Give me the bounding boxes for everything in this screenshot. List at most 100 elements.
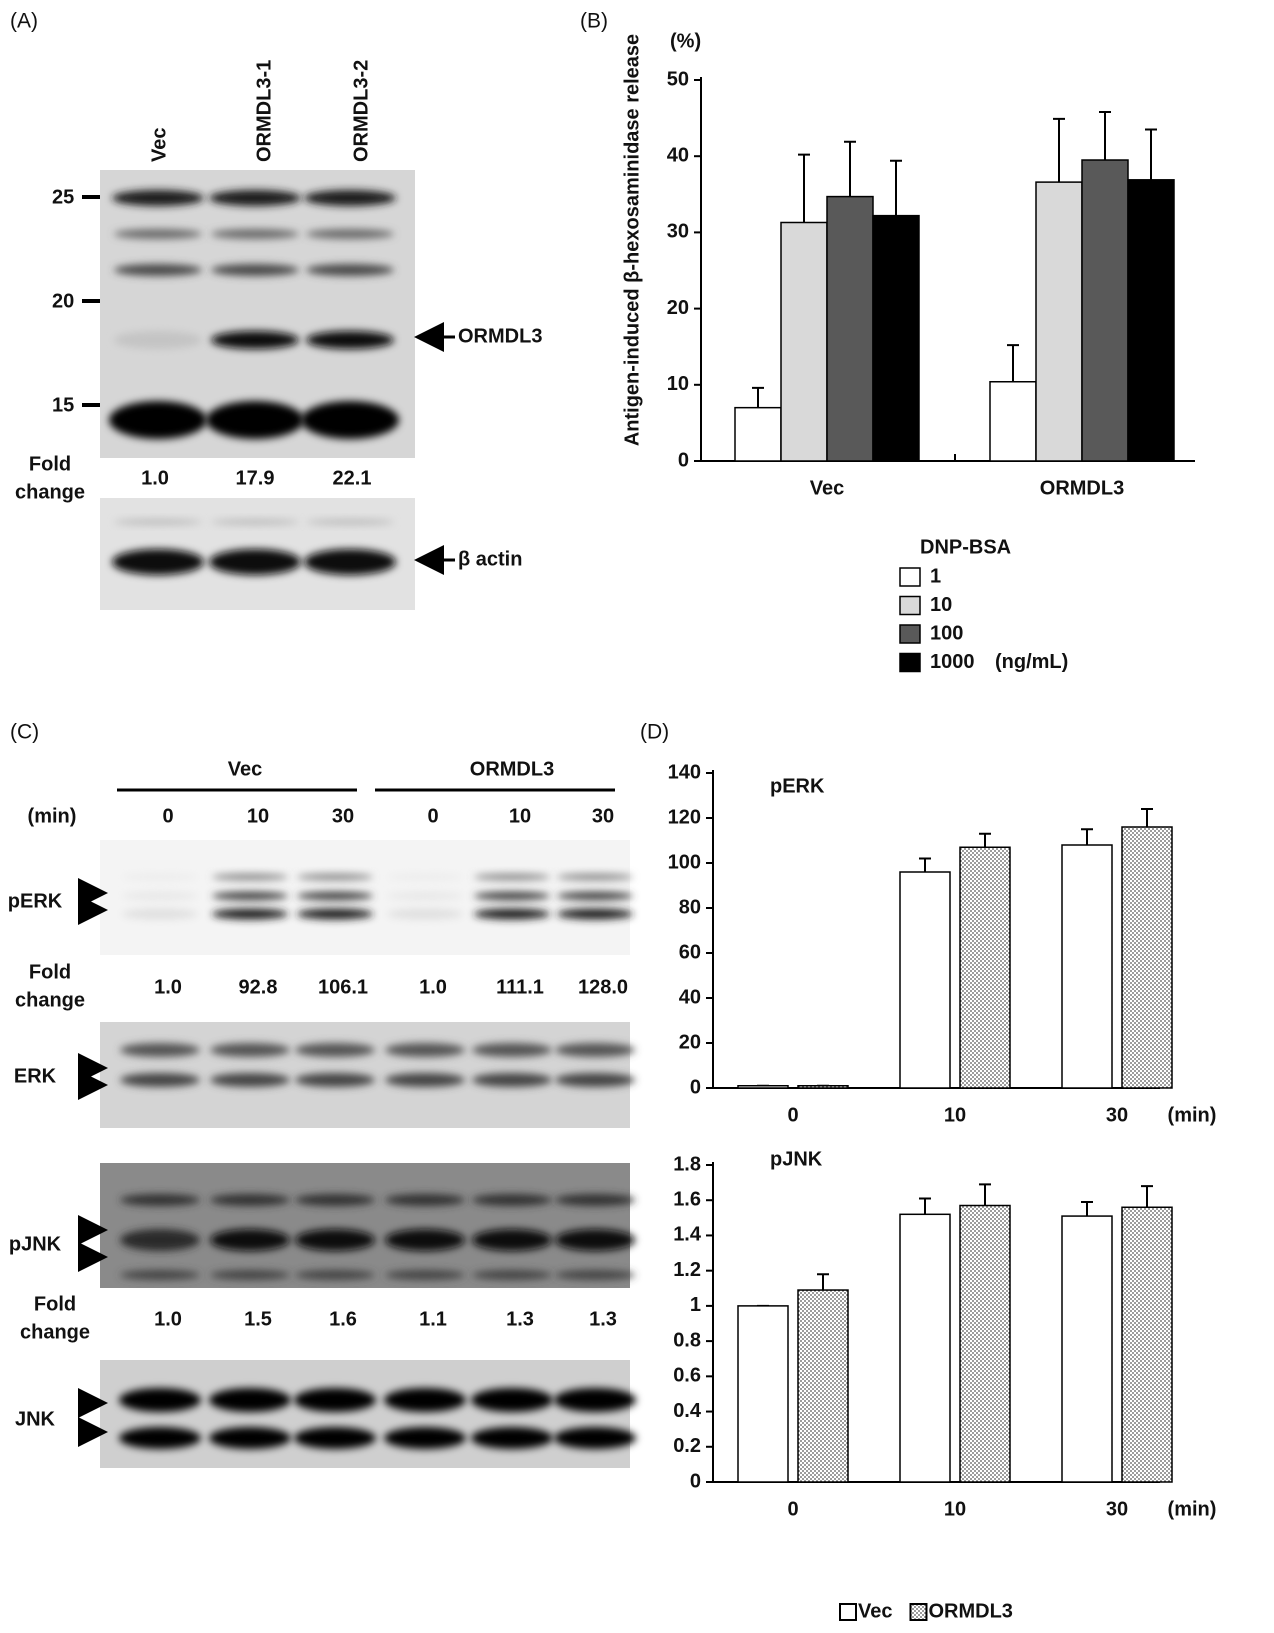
blot-band <box>472 1229 552 1251</box>
y-tick-label: 20 <box>679 1031 701 1053</box>
y-tick-label: 80 <box>679 896 701 918</box>
bar <box>737 1085 789 1089</box>
blot-image <box>100 1022 630 1128</box>
blot-band <box>210 1229 290 1251</box>
blot-band <box>114 264 202 276</box>
fold-label: Fold <box>29 453 71 475</box>
blot-band <box>212 873 288 881</box>
x-axis-label: (min) <box>1168 1498 1217 1520</box>
y-tick-label: 1 <box>690 1294 701 1316</box>
fold-label: change <box>15 481 85 503</box>
blot-band <box>295 1194 375 1206</box>
chart-title: pERK <box>770 775 825 797</box>
x-axis-label: (min) <box>1168 1104 1217 1126</box>
y-tick-label: 1.6 <box>673 1189 701 1211</box>
blot-band <box>472 1073 552 1087</box>
y-tick-label: 20 <box>667 297 689 319</box>
fold-value: 1.0 <box>419 976 447 998</box>
blot-band <box>297 873 373 881</box>
blot-band <box>387 891 463 901</box>
blot-band <box>555 1073 635 1087</box>
time-label: 10 <box>509 805 531 827</box>
blot-band <box>211 331 299 349</box>
y-tick-label: 120 <box>668 806 701 828</box>
time-label: 30 <box>332 805 354 827</box>
fold-value: 1.3 <box>506 1308 534 1330</box>
time-label: (min) <box>28 805 77 827</box>
bar <box>1127 179 1175 462</box>
blot-band <box>210 1043 290 1057</box>
y-tick-label: 0.6 <box>673 1365 701 1387</box>
panel-label: (D) <box>640 721 669 744</box>
error-bar <box>1081 1200 1093 1217</box>
bar <box>899 871 951 1089</box>
x-tick-label: 10 <box>944 1104 966 1126</box>
bar <box>737 1305 789 1483</box>
blot-band <box>122 873 198 881</box>
legend-swatch <box>899 624 921 644</box>
bar <box>1061 1215 1113 1483</box>
legend-label: Vec <box>858 1600 892 1622</box>
y-tick-label: 0 <box>690 1076 701 1098</box>
blot-band <box>109 401 207 439</box>
blot-band <box>385 1270 465 1280</box>
error-bar <box>890 159 902 216</box>
bar <box>872 214 920 462</box>
blot-band <box>555 1229 635 1251</box>
legend-swatch <box>899 567 921 587</box>
panel-label: (B) <box>580 10 608 33</box>
panel-label: (C) <box>10 721 39 744</box>
blot-band <box>304 190 396 206</box>
blot-band <box>306 264 394 276</box>
bar <box>959 846 1011 1089</box>
x-tick-label: ORMDL3 <box>1040 477 1124 499</box>
blot-band <box>385 1043 465 1057</box>
blot-band <box>474 908 550 920</box>
fold-value: 1.0 <box>154 976 182 998</box>
blot-band <box>210 1073 290 1087</box>
blot-band <box>119 1427 201 1449</box>
bar <box>797 1289 849 1483</box>
legend-swatch <box>899 595 921 616</box>
blot-band <box>297 908 373 920</box>
blot-band <box>555 1270 635 1280</box>
y-tick-label: 140 <box>668 761 701 783</box>
blot-band <box>114 331 202 349</box>
error-bar <box>844 140 856 197</box>
blot-band <box>472 1194 552 1206</box>
error-bar <box>1081 828 1093 845</box>
x-tick-label: 30 <box>1106 1104 1128 1126</box>
fold-value: 1.1 <box>419 1308 447 1330</box>
error-bar <box>1141 1185 1153 1208</box>
blot-band <box>306 229 394 239</box>
fold-value: 22.1 <box>333 467 372 489</box>
blot-band <box>209 190 301 206</box>
y-tick-label: 40 <box>667 144 689 166</box>
group-label: ORMDL3 <box>470 758 554 780</box>
blot-band <box>112 190 204 206</box>
error-bar <box>817 1273 829 1291</box>
bar <box>780 221 828 462</box>
band-label: ORMDL3 <box>458 325 542 347</box>
lane-label: ORMDL3-2 <box>350 60 372 162</box>
blot-band <box>212 891 288 901</box>
fold-value: 92.8 <box>239 976 278 998</box>
legend-swatch <box>909 1603 928 1621</box>
blot-band <box>212 908 288 920</box>
y-tick-label: 60 <box>679 941 701 963</box>
blot-band <box>472 1043 552 1057</box>
blot-band <box>120 1073 200 1087</box>
row-label: ERK <box>14 1065 57 1087</box>
blot-band <box>471 1427 553 1449</box>
y-tick-label: 0 <box>678 449 689 471</box>
legend-swatch <box>899 652 921 673</box>
fold-label: Fold <box>34 1293 76 1315</box>
y-tick-label: 40 <box>679 986 701 1008</box>
blot-band <box>306 519 394 525</box>
blot-band <box>122 908 198 920</box>
blot-band <box>555 1194 635 1206</box>
legend-label: 1 <box>930 565 941 587</box>
legend-label: 10 <box>930 594 952 616</box>
blot-band <box>301 401 399 439</box>
